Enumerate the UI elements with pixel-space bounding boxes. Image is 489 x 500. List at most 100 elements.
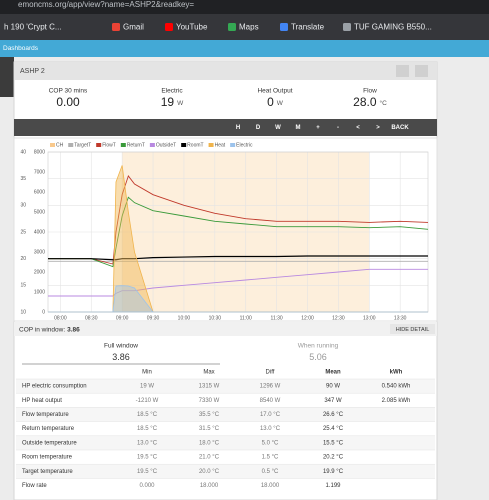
- y-tick-label: 15: [20, 283, 26, 289]
- x-tick-label: 13:30: [394, 315, 407, 321]
- stat-value: 0.00: [56, 95, 80, 109]
- bookmark[interactable]: Gmail: [123, 23, 144, 32]
- legend-label: TargetT: [74, 143, 91, 149]
- legend-label: CH: [56, 143, 64, 149]
- table-cell: Flow temperature: [22, 412, 69, 418]
- table-cell: 20.2 °C: [323, 455, 344, 461]
- table-row: [16, 464, 435, 479]
- legend-swatch: [50, 143, 55, 147]
- legend-swatch: [68, 143, 74, 147]
- table-cell: 13.0 °C: [260, 426, 281, 432]
- y-tick-label: 35: [20, 176, 26, 182]
- summary-value: 5.06: [309, 352, 327, 362]
- stat-label: Flow: [363, 88, 377, 95]
- area: [48, 285, 428, 313]
- nav-title[interactable]: Dashboards: [3, 45, 39, 52]
- bookmark[interactable]: h 190 'Crypt C...: [4, 23, 62, 32]
- table-cell: 0.000: [139, 483, 155, 489]
- url[interactable]: emoncms.org/app/view?name=ASHP2&readkey=: [18, 0, 194, 9]
- y-tick-label: 20: [20, 256, 26, 262]
- y2-tick-label: 6000: [34, 189, 45, 195]
- bookmark-icon: [165, 23, 173, 31]
- table-cell: 2.085 kWh: [382, 398, 411, 404]
- table-cell: 18.5 °C: [137, 426, 158, 432]
- edit-button[interactable]: [415, 65, 428, 77]
- table-cell: Room temperature: [22, 455, 73, 461]
- table-cell: 21.0 °C: [199, 455, 220, 461]
- settings-button[interactable]: [396, 65, 409, 77]
- bookmark-icon: [112, 23, 120, 31]
- legend-label: OutsideT: [156, 143, 176, 149]
- x-tick-label: 09:30: [147, 315, 160, 321]
- bookmark[interactable]: Maps: [239, 23, 259, 32]
- table-cell: Target temperature: [22, 469, 73, 475]
- nav-bar: [0, 40, 489, 57]
- bookmark[interactable]: YouTube: [176, 23, 208, 32]
- legend-swatch: [181, 143, 187, 147]
- table-cell: 19.5 °C: [137, 455, 158, 461]
- legend-swatch: [149, 143, 155, 147]
- toolbar-button[interactable]: BACK: [391, 125, 409, 131]
- chart-frame: [13, 137, 438, 322]
- bookmark-icon: [280, 23, 288, 31]
- toolbar-button[interactable]: H: [236, 125, 240, 131]
- table-cell: Outside temperature: [22, 440, 77, 446]
- table-cell: 26.6 °C: [323, 412, 344, 418]
- y2-tick-label: 0: [42, 309, 45, 315]
- hide-detail-button[interactable]: [390, 324, 435, 334]
- cop-label: COP in window:: [19, 326, 65, 333]
- table-header: Diff: [266, 370, 275, 376]
- panel-header: [14, 62, 437, 80]
- table-cell: 31.5 °C: [199, 426, 220, 432]
- table-cell: 0.5 °C: [262, 469, 279, 475]
- toolbar-button[interactable]: M: [296, 125, 301, 131]
- table-cell: 1315 W: [199, 384, 220, 390]
- table-cell: HP electric consumption: [22, 384, 87, 390]
- table-cell: 1296 W: [260, 384, 281, 390]
- y2-tick-label: 3000: [34, 249, 45, 255]
- table-row: [16, 435, 435, 450]
- stat-number: 19: [161, 95, 175, 109]
- table-cell: 1.199: [325, 483, 341, 489]
- toolbar-button[interactable]: W: [275, 125, 281, 131]
- x-tick-label: 13:00: [363, 315, 376, 321]
- table-cell: 19.5 °C: [137, 469, 158, 475]
- bookmark-icon: [343, 23, 351, 31]
- table-cell: 8540 W: [260, 398, 281, 404]
- x-tick-label: 11:00: [240, 315, 252, 321]
- table-cell: 13.0 °C: [137, 440, 158, 446]
- legend-label: RoomT: [187, 143, 203, 149]
- x-tick-label: 10:00: [178, 315, 191, 321]
- toolbar-button[interactable]: >: [376, 125, 380, 131]
- table-row: [16, 393, 435, 408]
- toolbar-button[interactable]: <: [356, 125, 360, 131]
- bookmark[interactable]: Translate: [291, 23, 325, 32]
- table-cell: 15.5 °C: [323, 440, 344, 446]
- toolbar-button[interactable]: -: [337, 125, 339, 131]
- toolbar-button[interactable]: D: [256, 125, 261, 131]
- stat-number: 0.00: [56, 95, 80, 109]
- stat-number: 28.0: [353, 95, 377, 109]
- chart: 10 15 20 25 30 35 40 0 1000 2000 3000 4000 5000 6000 7…: [20, 143, 429, 321]
- table-header: Max: [203, 370, 214, 376]
- line: [48, 255, 428, 261]
- table-cell: Return temperature: [22, 426, 75, 432]
- hide-detail-label[interactable]: HIDE DETAIL: [396, 327, 430, 333]
- x-tick-label: 09:00: [116, 315, 129, 321]
- panel-title: ASHP 2: [20, 68, 45, 75]
- stat-number: 0: [267, 95, 274, 109]
- summary-value: 3.86: [112, 352, 130, 362]
- x-tick-label: 12:30: [332, 315, 345, 321]
- summary-label: When running: [298, 343, 339, 350]
- table-row: [16, 421, 435, 436]
- legend-label: ReturnT: [127, 143, 145, 149]
- legend-label: Electric: [236, 143, 253, 149]
- x-tick-label: 08:30: [85, 315, 98, 321]
- legend-swatch: [208, 143, 214, 147]
- stat-value: 19 W: [161, 95, 184, 109]
- bookmark[interactable]: TUF GAMING B550...: [354, 23, 432, 32]
- cop-window: COP in window: 3.86: [19, 326, 80, 333]
- toolbar-button[interactable]: +: [316, 125, 320, 131]
